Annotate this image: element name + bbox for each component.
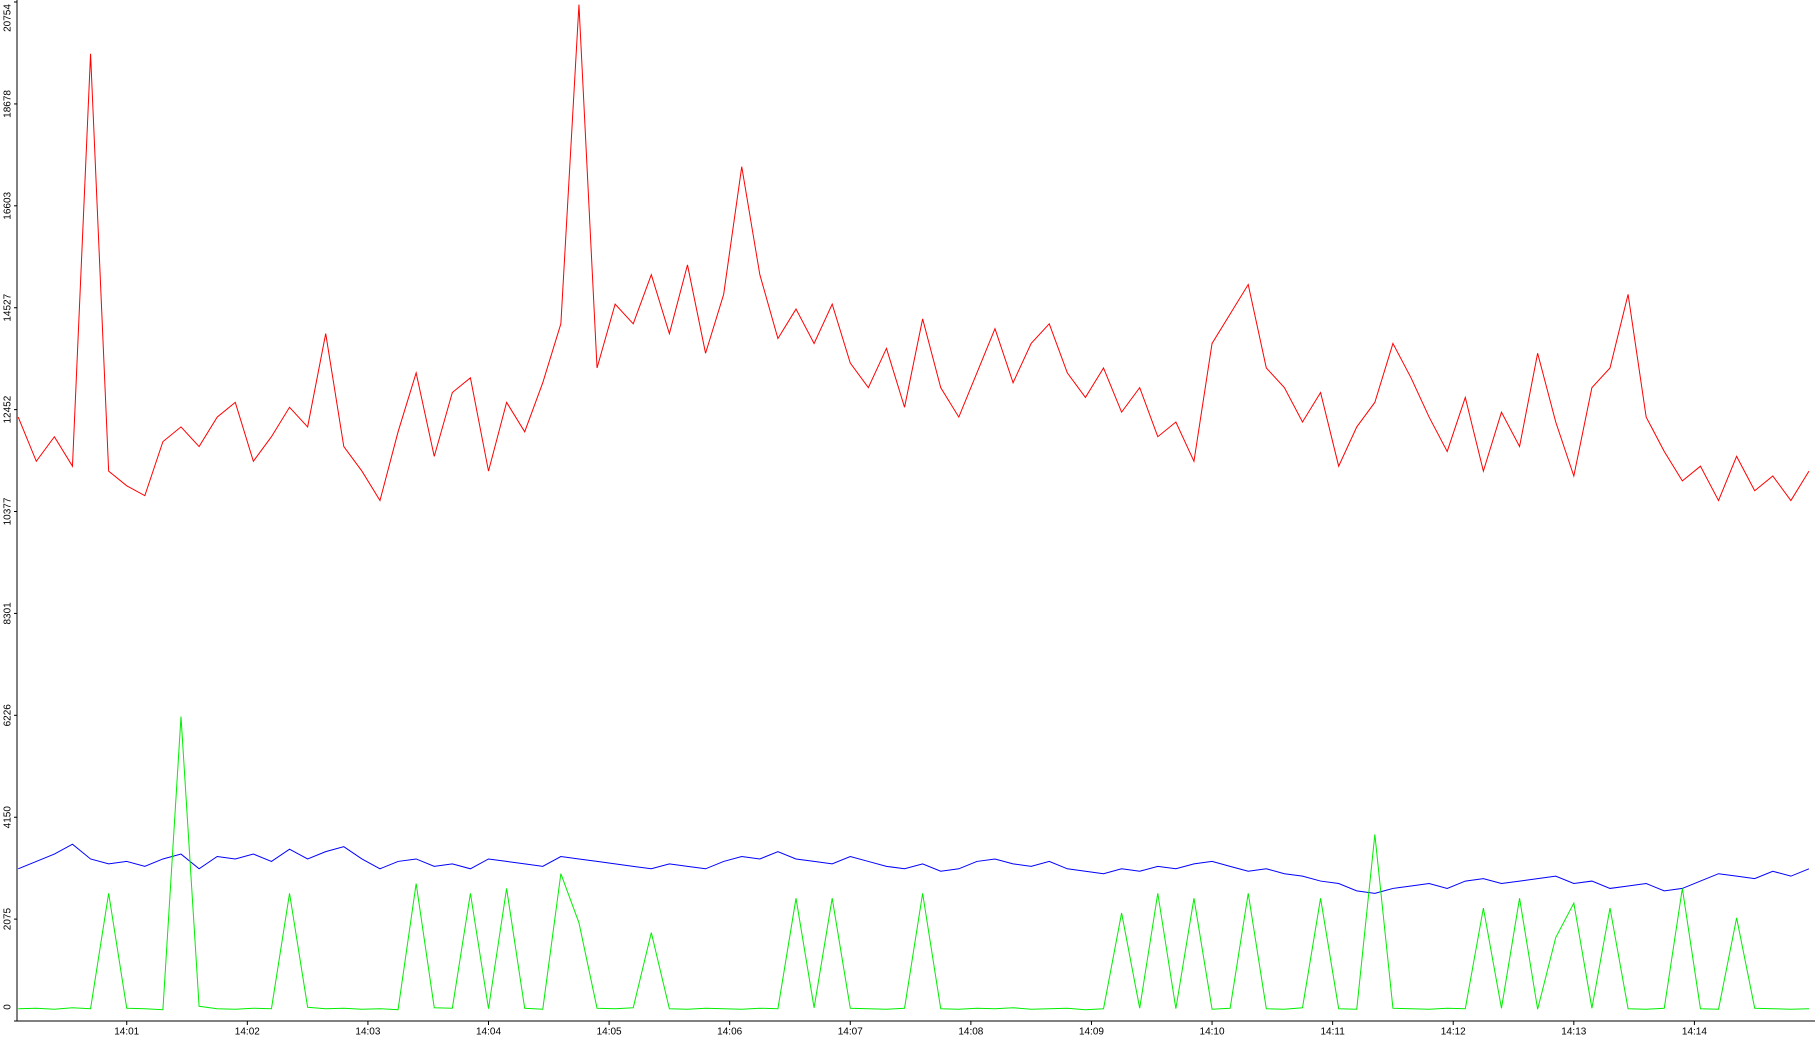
x-tick-label: 14:03 — [355, 1027, 380, 1038]
x-tick-label: 14:09 — [1079, 1027, 1104, 1038]
y-tick-label: 14527 — [3, 293, 14, 321]
x-tick-label: 14:11 — [1320, 1027, 1345, 1038]
x-tick-label: 14:04 — [476, 1027, 501, 1038]
x-tick-label: 14:08 — [958, 1027, 983, 1038]
series-line — [18, 716, 1809, 1011]
y-tick-label: 10377 — [3, 497, 14, 525]
x-tick-label: 14:12 — [1441, 1027, 1466, 1038]
x-tick-label: 14:10 — [1200, 1027, 1225, 1038]
y-tick-label: 12452 — [3, 395, 14, 423]
y-tick-label: 0 — [3, 1004, 14, 1010]
x-tick-label: 14:05 — [597, 1027, 622, 1038]
series-line — [18, 843, 1810, 894]
y-tick-label: 4150 — [3, 806, 14, 829]
series-line — [17, 4, 1810, 502]
x-tick-label: 14:13 — [1561, 1027, 1586, 1038]
x-tick-label: 14:14 — [1682, 1027, 1707, 1038]
y-tick-label: 16603 — [3, 191, 14, 219]
y-tick-label: 20754 — [3, 4, 14, 32]
y-tick-label: 6226 — [3, 704, 14, 727]
x-tick-label: 14:06 — [717, 1027, 742, 1038]
y-tick-label: 8301 — [3, 602, 14, 625]
x-tick-label: 14:07 — [838, 1027, 863, 1038]
x-tick-label: 14:01 — [114, 1027, 139, 1038]
y-tick-label: 2075 — [3, 908, 14, 931]
x-tick-label: 14:02 — [235, 1027, 260, 1038]
y-tick-label: 18678 — [3, 90, 14, 118]
